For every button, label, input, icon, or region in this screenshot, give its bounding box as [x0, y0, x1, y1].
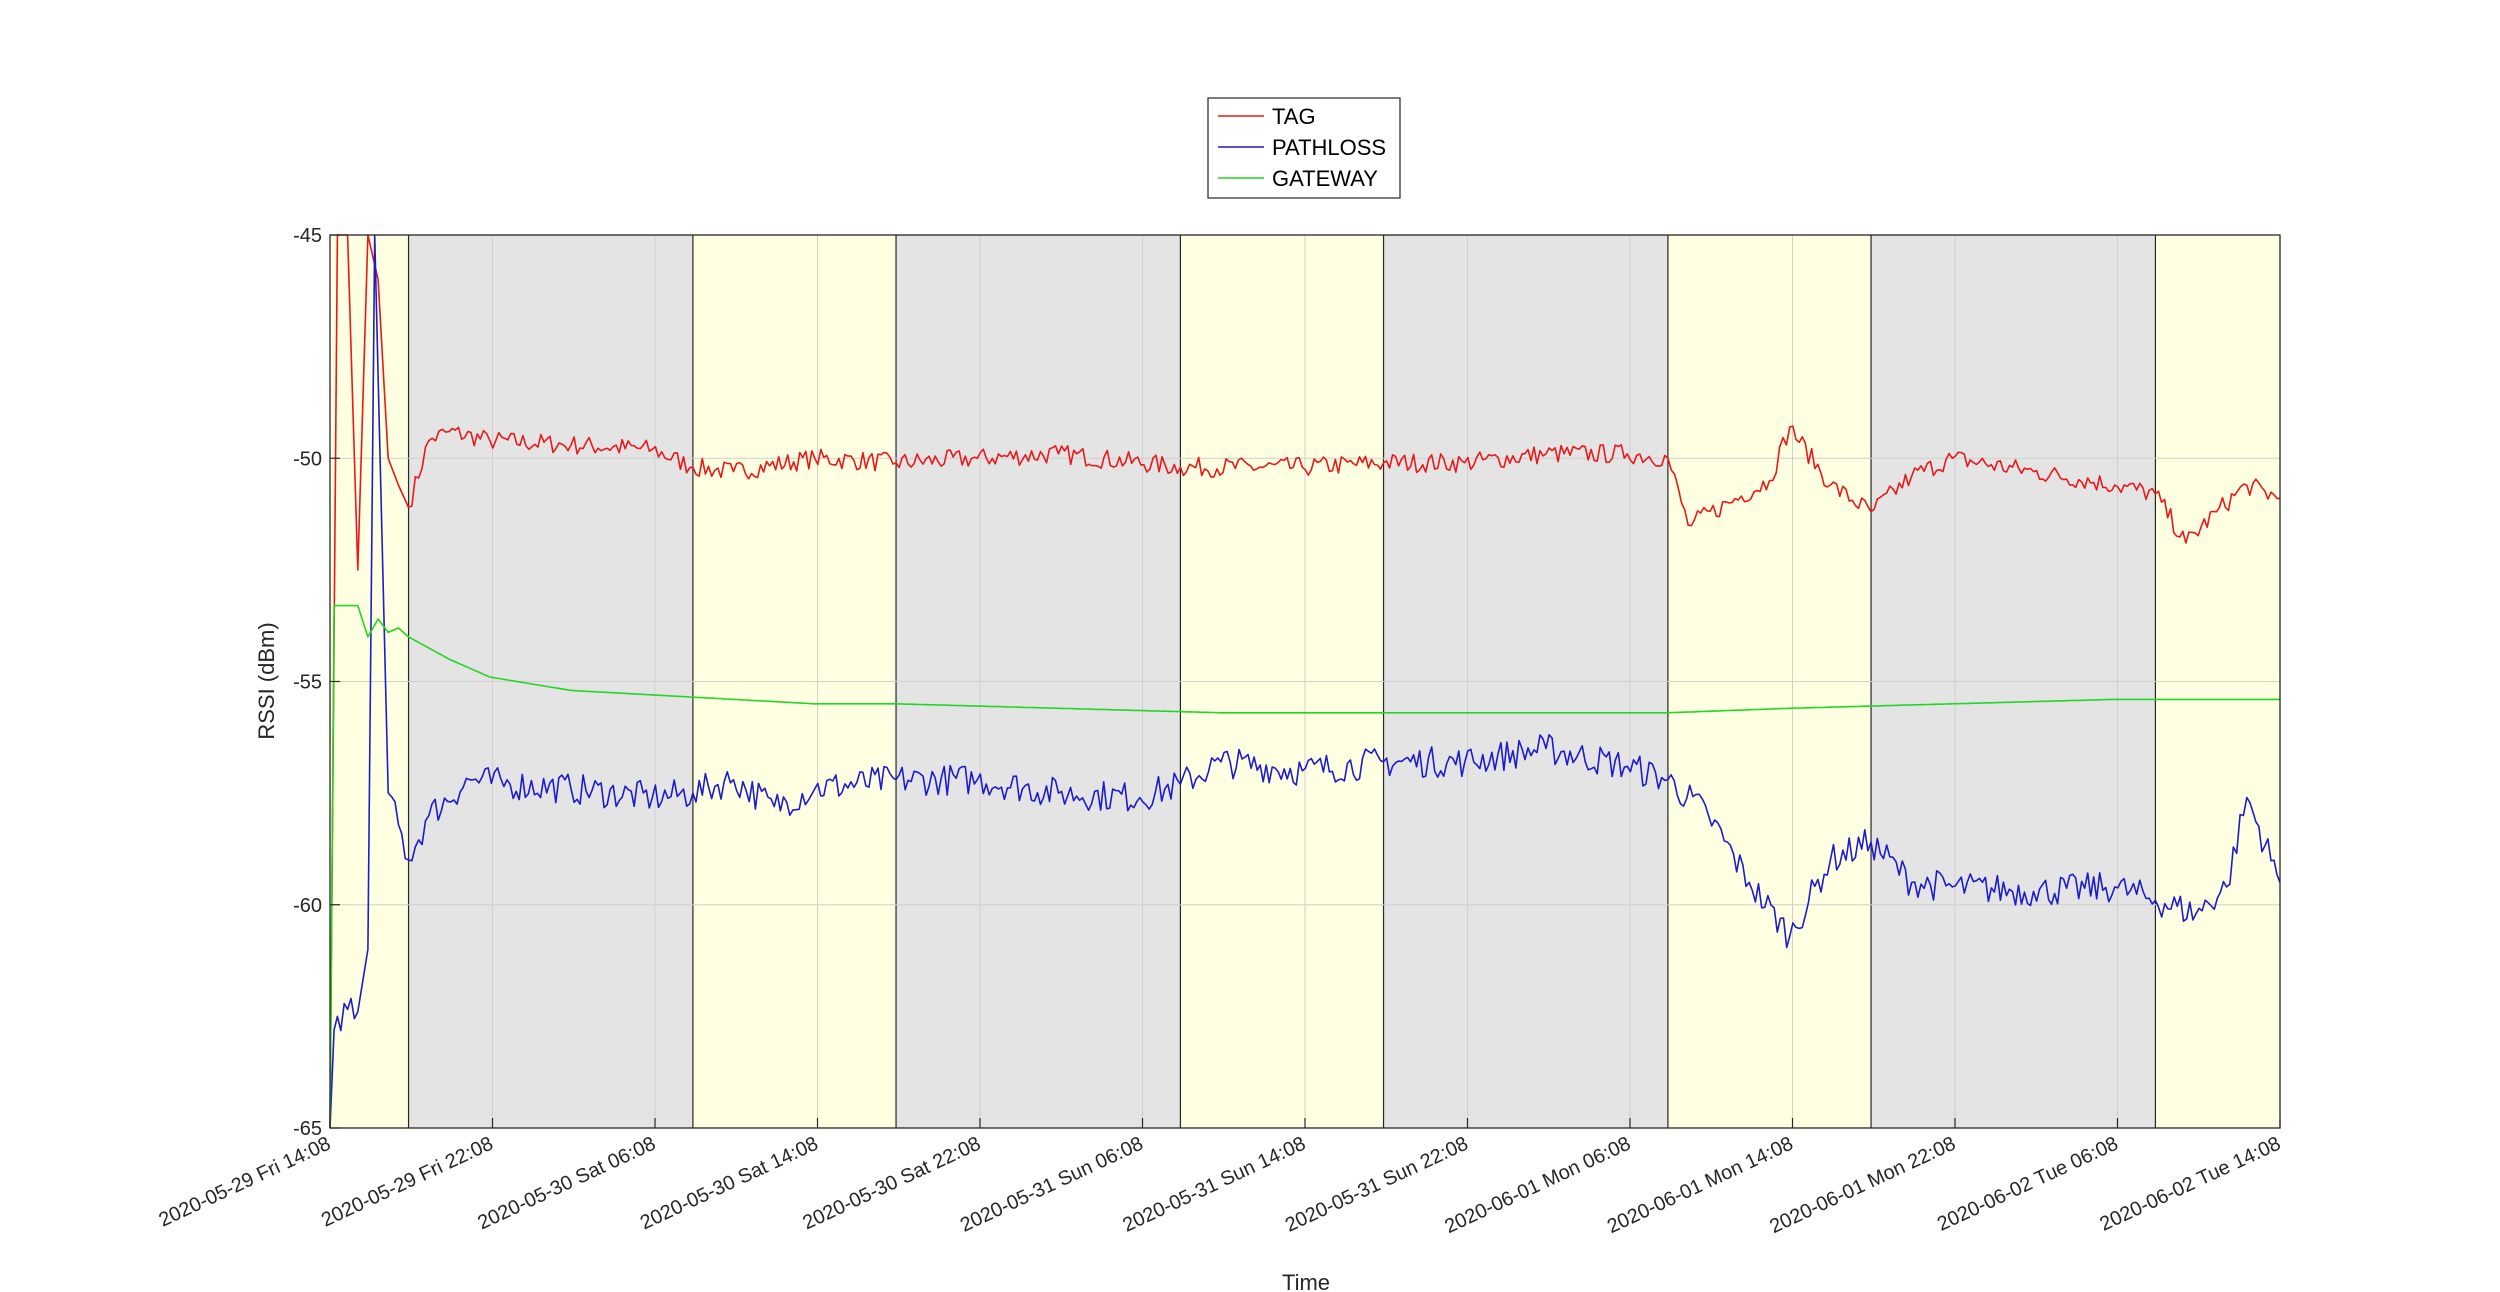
x-axis-title: Time: [1282, 1270, 1330, 1292]
series-layer: [329, 234, 2281, 1129]
y-axis-title: RSSI (dBm): [254, 622, 279, 739]
y-tick-label-4: -45: [293, 225, 322, 247]
y-tick-label-3: -50: [293, 448, 322, 470]
legend: TAG PATHLOSS GATEWAY: [1207, 97, 1401, 199]
x-tick-label-6: 2020-05-31 Sun 14:08: [1119, 1133, 1309, 1237]
legend-box: [1207, 97, 1401, 199]
legend-label-gateway: GATEWAY: [1272, 166, 1378, 191]
legend-label-pathloss: PATHLOSS: [1272, 135, 1386, 160]
x-tick-label-11: 2020-06-02 Tue 06:08: [1934, 1133, 2122, 1236]
legend-label-tag: TAG: [1272, 104, 1316, 129]
x-tick-label-5: 2020-05-31 Sun 06:08: [957, 1133, 1147, 1237]
x-tick-label-10: 2020-06-01 Mon 22:08: [1766, 1133, 1959, 1238]
y-tick-label-0: -65: [293, 1118, 322, 1140]
series-line-pathloss: [329, 234, 2281, 1129]
x-tick-label-1: 2020-05-29 Fri 22:08: [318, 1133, 497, 1232]
x-tick-label-0: 2020-05-29 Fri 14:08: [156, 1133, 335, 1232]
x-tick-label-12: 2020-06-02 Tue 14:08: [2096, 1133, 2284, 1236]
series-line-gateway: [329, 604, 2280, 1129]
y-tick-label-2: -55: [293, 672, 322, 694]
y-axis: -65 -60 -55 -50 -45: [293, 225, 340, 1140]
series-line-tag: [329, 234, 2280, 1129]
y-tick-label-1: -60: [293, 895, 322, 917]
x-tick-label-4: 2020-05-30 Sat 22:08: [799, 1133, 984, 1235]
x-tick-label-3: 2020-05-30 Sat 14:08: [637, 1133, 822, 1235]
x-tick-label-2: 2020-05-30 Sat 06:08: [474, 1133, 659, 1235]
